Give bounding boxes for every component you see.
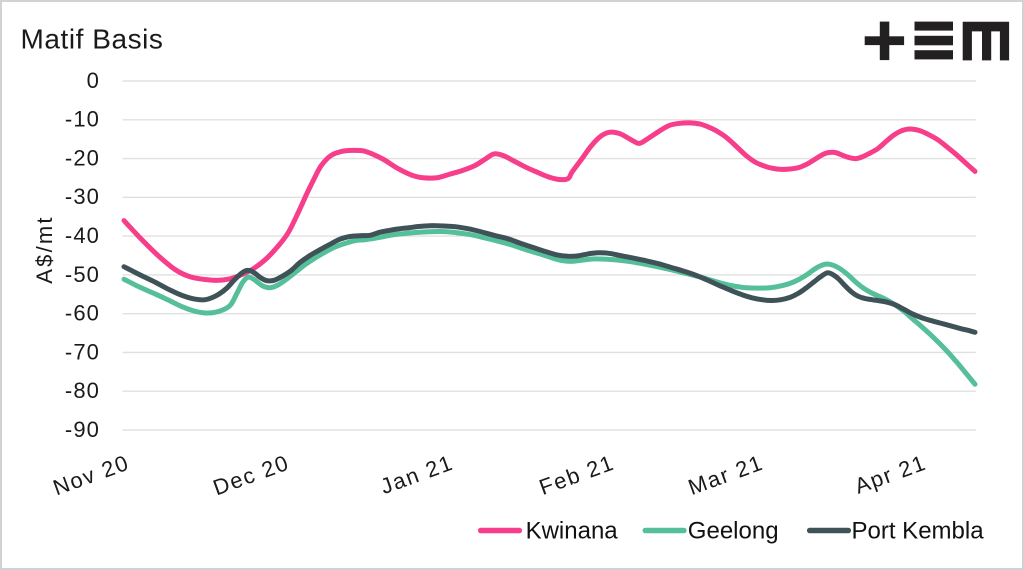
svg-text:-30: -30 <box>65 184 100 209</box>
svg-text:-20: -20 <box>65 146 100 171</box>
svg-text:Geelong: Geelong <box>688 518 779 545</box>
svg-text:Kwinana: Kwinana <box>526 518 619 545</box>
svg-text:-70: -70 <box>65 339 100 364</box>
svg-text:-90: -90 <box>65 417 100 442</box>
svg-text:-60: -60 <box>65 301 100 326</box>
svg-text:-50: -50 <box>65 262 100 287</box>
svg-text:-10: -10 <box>65 107 100 132</box>
svg-text:-40: -40 <box>65 223 100 248</box>
svg-text:Matif Basis: Matif Basis <box>21 24 164 55</box>
svg-text:-80: -80 <box>65 378 100 403</box>
svg-text:Port Kembla: Port Kembla <box>852 518 985 545</box>
svg-text:A$/mt: A$/mt <box>32 215 57 283</box>
svg-text:0: 0 <box>87 68 100 93</box>
